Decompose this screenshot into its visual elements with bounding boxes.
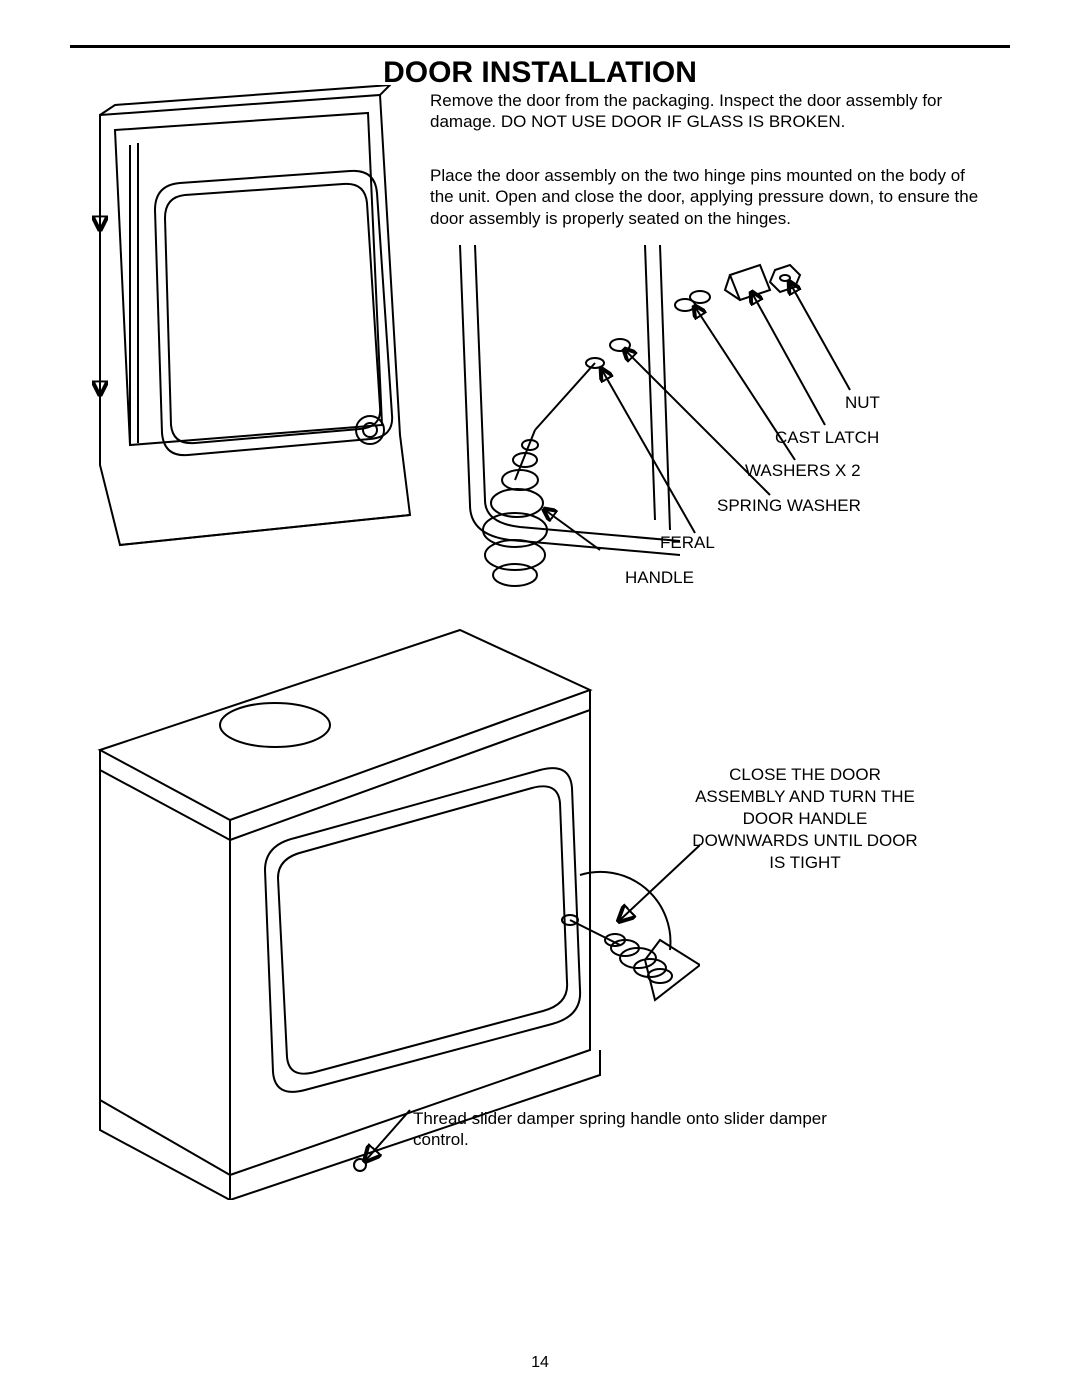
label-feral: FERAL (660, 533, 715, 553)
label-nut: NUT (845, 393, 880, 413)
top-rule (70, 45, 1010, 48)
page-number: 14 (0, 1354, 1080, 1372)
label-handle: HANDLE (625, 568, 694, 588)
manual-page: DOOR INSTALLATION Remove the door from t… (0, 0, 1080, 1397)
figure-door-lowering (60, 85, 420, 555)
figure-exploded-latch (430, 245, 860, 605)
label-spring-washer: SPRING WASHER (717, 496, 861, 516)
close-door-text: CLOSE THE DOOR ASSEMBLY AND TURN THE DOO… (690, 764, 920, 874)
slider-damper-text: Thread slider damper spring handle onto … (413, 1108, 883, 1151)
label-cast-latch: CAST LATCH (775, 428, 879, 448)
paragraph-2: Place the door assembly on the two hinge… (430, 165, 990, 229)
paragraph-1: Remove the door from the packaging. Insp… (430, 90, 990, 133)
label-washers: WASHERS X 2 (745, 461, 861, 481)
